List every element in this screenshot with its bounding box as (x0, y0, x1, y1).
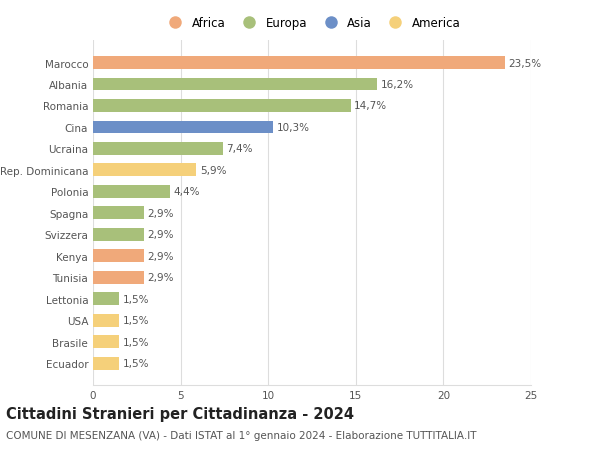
Text: 2,9%: 2,9% (148, 252, 174, 261)
Text: Cittadini Stranieri per Cittadinanza - 2024: Cittadini Stranieri per Cittadinanza - 2… (6, 406, 354, 421)
Text: 5,9%: 5,9% (200, 166, 226, 175)
Bar (93, 250, 144, 263)
Text: 10,3%: 10,3% (277, 123, 310, 133)
Text: 1,5%: 1,5% (123, 358, 149, 369)
Bar (93, 78, 377, 91)
Text: 2,9%: 2,9% (148, 230, 174, 240)
Bar (93, 314, 119, 327)
Bar (93, 357, 119, 370)
Text: 4,4%: 4,4% (173, 187, 200, 197)
Bar (93, 271, 144, 284)
Text: COMUNE DI MESENZANA (VA) - Dati ISTAT al 1° gennaio 2024 - Elaborazione TUTTITAL: COMUNE DI MESENZANA (VA) - Dati ISTAT al… (6, 431, 476, 441)
Text: 1,5%: 1,5% (123, 337, 149, 347)
Bar (93, 57, 505, 70)
Text: 2,9%: 2,9% (148, 208, 174, 218)
Bar (93, 229, 144, 241)
Text: 1,5%: 1,5% (123, 316, 149, 325)
Bar (93, 121, 274, 134)
Bar (93, 100, 350, 113)
Text: 2,9%: 2,9% (148, 273, 174, 283)
Text: 23,5%: 23,5% (508, 58, 541, 68)
Legend: Africa, Europa, Asia, America: Africa, Europa, Asia, America (161, 14, 463, 32)
Text: 7,4%: 7,4% (226, 144, 253, 154)
Bar (93, 207, 144, 220)
Bar (93, 185, 170, 198)
Bar (93, 143, 223, 156)
Bar (93, 293, 119, 306)
Bar (93, 336, 119, 348)
Bar (93, 164, 196, 177)
Text: 1,5%: 1,5% (123, 294, 149, 304)
Text: 16,2%: 16,2% (380, 80, 413, 90)
Text: 14,7%: 14,7% (354, 101, 387, 111)
